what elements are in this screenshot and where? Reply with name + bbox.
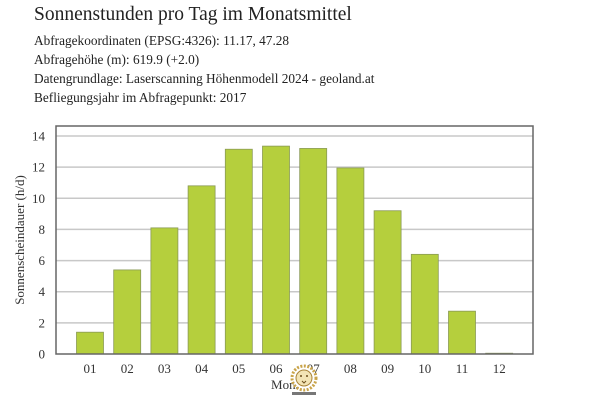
x-tick-label: 09	[381, 361, 394, 376]
y-tick-label: 12	[32, 160, 45, 175]
bar-05	[224, 148, 253, 355]
bar-01	[76, 331, 104, 355]
bar-07	[299, 148, 328, 355]
y-tick-label: 0	[39, 347, 46, 362]
bar-04	[187, 185, 216, 355]
x-tick-label: 12	[493, 361, 506, 376]
y-tick-label: 8	[39, 222, 46, 237]
x-tick-label: 04	[195, 361, 209, 376]
x-tick-label: 10	[418, 361, 431, 376]
x-tick-label: 05	[232, 361, 245, 376]
chart-title: Sonnenstunden pro Tag im Monatsmittel	[34, 4, 352, 25]
y-tick-label: 14	[32, 129, 46, 144]
x-tick-label: 06	[270, 361, 284, 376]
info-flight-year: Befliegungsjahr im Abfragepunkt: 2017	[34, 90, 247, 105]
x-tick-label: 02	[121, 361, 134, 376]
y-axis-label: Sonnenscheindauer (h/d)	[12, 175, 27, 305]
x-tick-label: 08	[344, 361, 357, 376]
bar-08	[336, 167, 365, 355]
bar-11	[448, 310, 476, 355]
bar-06	[262, 145, 290, 355]
lion-logo-icon	[290, 364, 318, 395]
y-tick-label: 6	[39, 253, 46, 268]
y-tick-label: 10	[32, 191, 45, 206]
bar-02	[113, 269, 142, 355]
x-tick-label: 03	[158, 361, 171, 376]
x-tick-label: 11	[456, 361, 469, 376]
bar-10	[410, 253, 439, 355]
x-tick-label: 01	[84, 361, 97, 376]
info-height: Abfragehöhe (m): 619.9 (+2.0)	[34, 52, 200, 67]
bar-09	[373, 210, 402, 355]
plot-frame	[55, 125, 534, 355]
info-coordinates: Abfragekoordinaten (EPSG:4326): 11.17, 4…	[34, 33, 290, 48]
info-data-source: Datengrundlage: Laserscanning Höhenmodel…	[34, 71, 375, 86]
y-tick-label: 4	[39, 284, 46, 299]
bar-03	[150, 227, 179, 355]
y-tick-label: 2	[39, 315, 46, 330]
